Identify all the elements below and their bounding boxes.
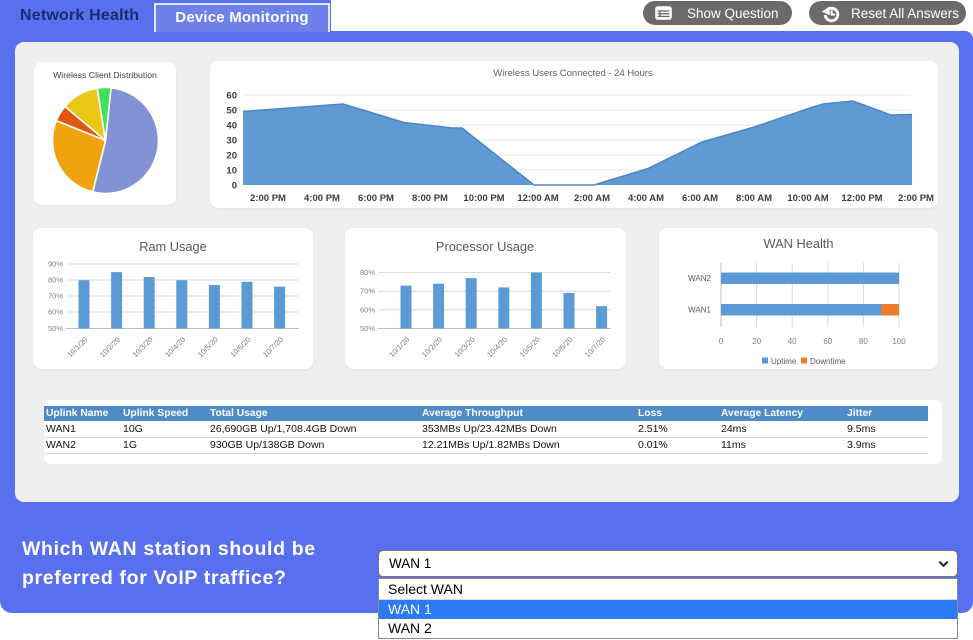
svg-text:10/2/20: 10/2/20 xyxy=(420,335,444,359)
svg-text:100: 100 xyxy=(892,337,906,346)
svg-text:50%: 50% xyxy=(48,324,63,333)
svg-text:10/5/20: 10/5/20 xyxy=(196,335,220,359)
svg-text:12:00 PM: 12:00 PM xyxy=(841,193,882,204)
svg-text:Wireless Client Distribution: Wireless Client Distribution xyxy=(53,70,157,80)
svg-text:80%: 80% xyxy=(360,268,375,277)
svg-text:6:00 AM: 6:00 AM xyxy=(682,193,718,204)
svg-text:90%: 90% xyxy=(48,260,63,269)
svg-text:40: 40 xyxy=(788,337,797,346)
svg-text:Uptime: Uptime xyxy=(771,357,797,366)
svg-text:Processor Usage: Processor Usage xyxy=(436,239,534,254)
svg-text:70%: 70% xyxy=(48,292,63,301)
svg-text:10/4/20: 10/4/20 xyxy=(485,335,509,359)
svg-text:6:00 PM: 6:00 PM xyxy=(358,193,394,204)
svg-text:80: 80 xyxy=(859,337,868,346)
svg-text:WAN2: WAN2 xyxy=(688,274,711,283)
svg-text:20: 20 xyxy=(752,337,761,346)
svg-text:Downtime: Downtime xyxy=(810,357,846,366)
svg-text:70%: 70% xyxy=(360,287,375,296)
svg-text:60%: 60% xyxy=(48,308,63,317)
svg-text:2:00 PM: 2:00 PM xyxy=(898,193,934,204)
svg-text:30: 30 xyxy=(226,136,237,147)
svg-text:10/7/20: 10/7/20 xyxy=(583,335,607,359)
svg-text:10/6/20: 10/6/20 xyxy=(550,335,574,359)
svg-text:60: 60 xyxy=(823,337,832,346)
svg-text:10: 10 xyxy=(226,166,237,177)
svg-text:20: 20 xyxy=(226,151,237,162)
svg-text:60: 60 xyxy=(226,91,237,102)
svg-text:10/3/20: 10/3/20 xyxy=(131,335,155,359)
svg-text:10/2/20: 10/2/20 xyxy=(98,335,122,359)
svg-text:Ram Usage: Ram Usage xyxy=(139,239,207,254)
svg-text:4:00 AM: 4:00 AM xyxy=(628,193,664,204)
svg-text:2:00 AM: 2:00 AM xyxy=(574,193,610,204)
svg-text:10/1/20: 10/1/20 xyxy=(387,335,411,359)
svg-text:8:00 AM: 8:00 AM xyxy=(736,193,772,204)
svg-text:0: 0 xyxy=(719,337,724,346)
svg-text:0: 0 xyxy=(232,181,237,192)
svg-text:10:00 AM: 10:00 AM xyxy=(787,193,828,204)
svg-text:WAN1: WAN1 xyxy=(688,306,711,315)
svg-text:10/4/20: 10/4/20 xyxy=(163,335,187,359)
svg-text:10/5/20: 10/5/20 xyxy=(518,335,542,359)
svg-text:60%: 60% xyxy=(360,305,375,314)
svg-text:10/6/20: 10/6/20 xyxy=(228,335,252,359)
svg-text:10/7/20: 10/7/20 xyxy=(261,335,285,359)
svg-text:50: 50 xyxy=(226,106,237,117)
svg-text:8:00 PM: 8:00 PM xyxy=(412,193,448,204)
svg-text:40: 40 xyxy=(226,121,237,132)
svg-text:WAN Health: WAN Health xyxy=(764,236,834,251)
svg-text:4:00 PM: 4:00 PM xyxy=(304,193,340,204)
svg-text:80%: 80% xyxy=(48,276,63,285)
svg-text:50%: 50% xyxy=(360,324,375,333)
svg-text:2:00 PM: 2:00 PM xyxy=(250,193,286,204)
svg-text:10/3/20: 10/3/20 xyxy=(453,335,477,359)
svg-text:12:00 AM: 12:00 AM xyxy=(517,193,558,204)
svg-text:Wireless Users Connected - 24: Wireless Users Connected - 24 Hours xyxy=(493,68,653,79)
svg-text:10/1/20: 10/1/20 xyxy=(65,335,89,359)
svg-text:10:00 PM: 10:00 PM xyxy=(463,193,504,204)
